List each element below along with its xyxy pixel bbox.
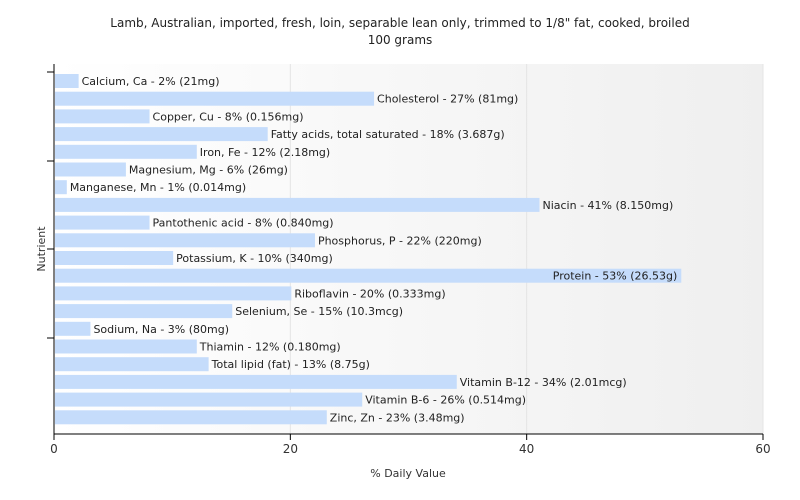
bar xyxy=(55,197,540,212)
bar-label: Pantothenic acid - 8% (0.840mg) xyxy=(153,217,334,230)
x-tick-label: 60 xyxy=(755,442,770,456)
bar-label: Thiamin - 12% (0.180mg) xyxy=(199,341,341,354)
bar xyxy=(55,162,126,177)
bar-label: Potassium, K - 10% (340mg) xyxy=(176,252,333,265)
x-tick-label: 0 xyxy=(50,442,58,456)
bar-label: Sodium, Na - 3% (80mg) xyxy=(93,323,229,336)
bar xyxy=(55,180,67,195)
bar-label: Copper, Cu - 8% (0.156mg) xyxy=(153,110,304,123)
bar xyxy=(55,251,174,265)
x-axis-title: % Daily Value xyxy=(370,467,446,480)
chart-subtitle: 100 grams xyxy=(368,33,433,47)
bar-label: Magnesium, Mg - 6% (26mg) xyxy=(129,164,288,177)
bar-label: Phosphorus, P - 22% (220mg) xyxy=(318,234,482,247)
bar-label: Calcium, Ca - 2% (21mg) xyxy=(82,75,220,88)
bar xyxy=(55,109,150,124)
x-tick-label: 40 xyxy=(519,442,534,456)
x-tick-label: 20 xyxy=(283,442,298,456)
bar xyxy=(55,215,150,230)
bar xyxy=(55,321,91,336)
bar-label: Riboflavin - 20% (0.333mg) xyxy=(294,287,445,300)
axes: 0 20 40 60 xyxy=(47,64,771,456)
chart-title: Lamb, Australian, imported, fresh, loin,… xyxy=(110,16,689,30)
bar xyxy=(55,410,327,425)
bar xyxy=(55,286,292,301)
plot-area xyxy=(54,64,763,434)
bar-label: Fatty acids, total saturated - 18% (3.68… xyxy=(271,128,505,141)
bar-label: Vitamin B-12 - 34% (2.01mcg) xyxy=(460,376,627,389)
bar-label: Manganese, Mn - 1% (0.014mg) xyxy=(70,181,246,194)
bar xyxy=(55,304,233,319)
bar-label: Protein - 53% (26.53g) xyxy=(553,270,678,283)
bar xyxy=(55,91,375,106)
bar xyxy=(55,144,197,159)
bar xyxy=(55,268,682,283)
bars: Calcium, Ca - 2% (21mg) Cholesterol - 27%… xyxy=(55,74,682,425)
bar-label: Iron, Fe - 12% (2.18mg) xyxy=(200,146,330,159)
bar xyxy=(55,74,79,88)
bar xyxy=(55,127,268,142)
bar-label: Vitamin B-6 - 26% (0.514mg) xyxy=(365,394,526,407)
bar xyxy=(55,392,363,407)
bar-label: Niacin - 41% (8.150mg) xyxy=(542,199,673,212)
bar-label: Zinc, Zn - 23% (3.48mg) xyxy=(330,411,465,424)
bar xyxy=(55,339,197,354)
bar-label: Total lipid (fat) - 13% (8.75g) xyxy=(211,358,370,371)
bar-label: Selenium, Se - 15% (10.3mcg) xyxy=(235,305,403,318)
bar xyxy=(55,357,209,372)
bar xyxy=(55,233,315,248)
gridlines xyxy=(289,64,764,434)
bar xyxy=(55,374,457,389)
bar-label: Cholesterol - 27% (81mg) xyxy=(377,93,518,106)
y-axis-title: Nutrient xyxy=(35,226,48,272)
